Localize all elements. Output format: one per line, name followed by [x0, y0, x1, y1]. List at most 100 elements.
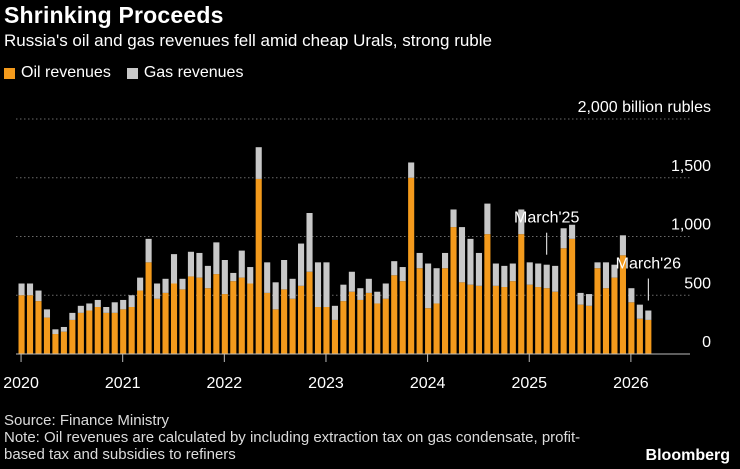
bar-oil-2021-08 [179, 289, 186, 354]
bar-oil-2024-07 [475, 285, 482, 354]
bar-gas-2023-07 [374, 291, 381, 304]
bar-oil-2024-11 [509, 281, 516, 354]
bar-gas-2021-07 [170, 254, 178, 284]
bar-gas-2023-06 [365, 278, 372, 293]
bar-gas-2024-10 [501, 265, 508, 288]
bar-oil-2020-07 [69, 319, 76, 354]
bar-gas-2022-01 [221, 260, 228, 295]
bar-oil-2022-03 [238, 277, 245, 354]
bar-gas-2025-08 [585, 294, 593, 306]
bar-oil-2022-08 [281, 289, 288, 354]
bar-oil-2020-12 [111, 312, 118, 354]
bar-oil-2023-09 [391, 275, 398, 354]
annotation-label-2025-03: March'25 [514, 210, 579, 227]
bar-oil-2020-10 [94, 307, 101, 354]
bar-oil-2024-01 [425, 308, 432, 354]
bar-gas-2023-05 [357, 288, 364, 300]
y-tick-label-500: 500 [684, 275, 711, 292]
bar-gas-2024-11 [509, 263, 516, 282]
bar-oil-2023-03 [340, 301, 347, 354]
bar-oil-2022-07 [272, 309, 279, 354]
bar-oil-2021-03 [137, 290, 144, 354]
bar-oil-2022-11 [306, 271, 313, 354]
bar-oil-2022-06 [264, 292, 271, 354]
bar-gas-2022-11 [306, 213, 313, 272]
bar-gas-2022-10 [298, 243, 305, 286]
y-tick-label-1500: 1,500 [671, 158, 711, 175]
x-tick-label-2026: 2026 [613, 375, 649, 392]
bar-oil-2023-05 [357, 299, 364, 354]
bar-oil-2026-01 [628, 302, 635, 354]
bar-gas-2020-08 [77, 305, 84, 313]
bar-oil-2025-04 [552, 291, 559, 354]
bar-gas-2022-07 [272, 282, 279, 310]
bar-oil-2026-02 [636, 318, 643, 354]
bar-oil-2021-01 [120, 309, 127, 354]
bar-gas-2025-04 [552, 265, 559, 292]
bar-oil-2022-01 [221, 294, 228, 354]
bar-oil-2024-06 [467, 284, 474, 354]
bar-oil-2024-05 [458, 282, 466, 354]
bar-gas-2024-06 [467, 238, 474, 285]
bar-oil-2021-07 [170, 283, 178, 354]
bar-gas-2021-01 [120, 299, 127, 310]
bar-gas-2021-06 [162, 278, 169, 293]
bar-oil-2023-07 [374, 303, 381, 354]
y-axis-ticks: 0 500 1,000 1,500 2,000 billion rubles [578, 99, 712, 351]
bar-gas-2021-08 [179, 278, 186, 290]
bar-oil-2024-09 [492, 285, 499, 354]
bar-oil-2022-02 [230, 281, 237, 354]
bar-oil-2023-12 [416, 268, 423, 354]
legend-item-oil: Oil revenues [4, 64, 111, 82]
bloomberg-logo: Bloomberg [645, 447, 730, 464]
bar-oil-2024-02 [433, 303, 440, 354]
bar-oil-2025-06 [569, 238, 576, 354]
bar-gas-2023-04 [348, 271, 355, 292]
bar-oil-2021-09 [187, 276, 194, 354]
bar-gas-2024-05 [458, 227, 466, 283]
bar-gas-2025-03 [543, 264, 550, 289]
bar-oil-2020-01 [18, 295, 25, 354]
source-note: Source: Finance Ministry Note: Oil reven… [4, 412, 604, 463]
bar-oil-2023-06 [365, 292, 372, 354]
bar-gas-2024-03 [442, 252, 449, 269]
bar-gas-2022-06 [264, 262, 271, 293]
bar-oil-2025-07 [577, 304, 584, 354]
chart-title: Shrinking Proceeds [4, 2, 224, 28]
bar-oil-2022-04 [247, 283, 254, 354]
bar-gas-2024-08 [484, 203, 491, 235]
bar-gas-2025-10 [602, 262, 610, 289]
bar-gas-2023-11 [408, 162, 415, 178]
bar-oil-2020-08 [77, 312, 84, 354]
bar-gas-2022-04 [247, 267, 254, 284]
y-tick-label-2000: 2,000 billion rubles [578, 99, 711, 116]
bar-gas-2021-12 [213, 242, 220, 275]
bar-oil-2021-02 [128, 307, 135, 354]
bar-gas-2025-01 [526, 262, 533, 285]
x-tick-label-2022: 2022 [207, 375, 243, 392]
bar-gas-2025-05 [560, 228, 567, 249]
bar-oil-2020-02 [26, 295, 34, 354]
bar-oil-2022-10 [298, 285, 305, 354]
bar-gas-2025-11 [611, 264, 618, 278]
bar-oil-2020-03 [35, 301, 42, 354]
bar-oil-2025-12 [619, 255, 626, 354]
bar-gas-2026-03 [645, 310, 652, 320]
bar-gas-2020-09 [86, 303, 93, 311]
bar-oil-2023-11 [408, 177, 415, 354]
bar-oil-2025-02 [535, 287, 542, 354]
bar-gas-2021-05 [154, 283, 161, 299]
bar-oil-2024-04 [450, 227, 457, 354]
bar-oil-2025-01 [526, 284, 533, 354]
bar-oil-2020-06 [60, 331, 67, 354]
bar-oil-2025-09 [594, 268, 601, 354]
bar-gas-2024-07 [475, 252, 482, 286]
bar-oil-2023-04 [348, 291, 355, 354]
bar-oil-2022-09 [289, 298, 296, 354]
bar-oil-2022-05 [255, 178, 262, 354]
bar-gas-2021-11 [204, 265, 211, 289]
source-text: Source: Finance Ministry [4, 412, 170, 429]
bar-oil-2025-05 [560, 248, 567, 354]
bar-oil-2025-08 [585, 305, 593, 354]
bar-gas-2020-12 [111, 302, 118, 313]
